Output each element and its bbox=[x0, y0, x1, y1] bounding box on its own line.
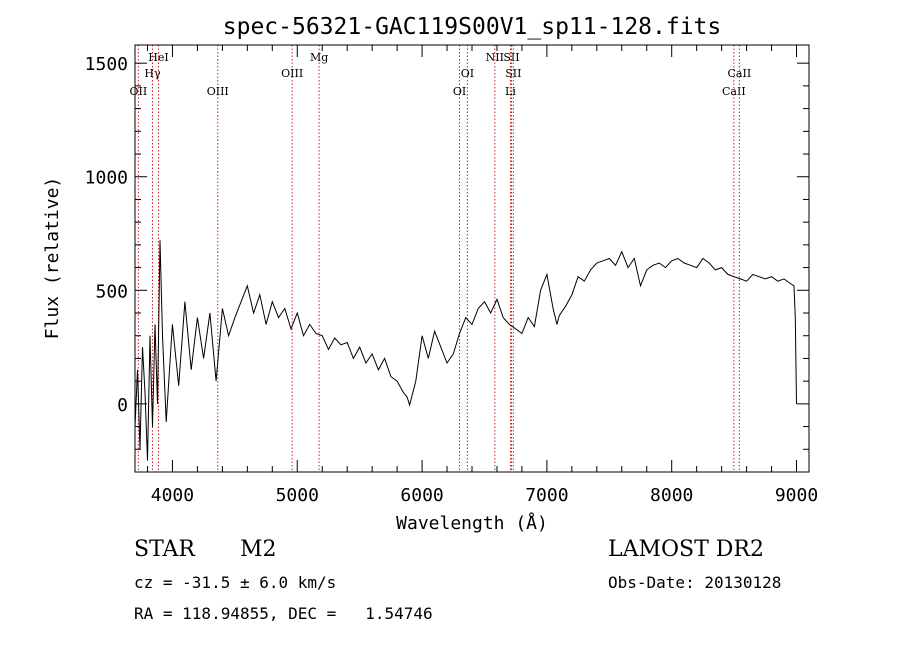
x-tick-label-2: 6000 bbox=[400, 485, 443, 506]
observation-date: Obs-Date: 20130128 bbox=[608, 573, 782, 592]
x-tick-label-0: 4000 bbox=[151, 485, 194, 506]
y-axis-label: Flux (relative) bbox=[42, 177, 63, 340]
spectral-line-markers: OII Hγ HeI OIII OIII Mg OI OI NII SII SII Li CaII CaI… bbox=[130, 45, 752, 472]
y-tick-label-3: 1500 bbox=[85, 54, 128, 75]
line-label-4: OIII bbox=[281, 67, 303, 80]
line-label-11: Li bbox=[505, 85, 516, 98]
redshift-value: cz = -31.5 ± 6.0 km/s bbox=[134, 573, 337, 592]
x-tick-label-4: 8000 bbox=[650, 485, 693, 506]
line-label-13: CaII bbox=[728, 67, 752, 80]
x-axis: 4000 5000 6000 7000 8000 9000 bbox=[146, 45, 818, 506]
x-tick-label-1: 5000 bbox=[276, 485, 319, 506]
series-line-0 bbox=[134, 240, 797, 461]
line-label-5: Mg bbox=[310, 51, 328, 64]
object-class: STAR bbox=[134, 537, 195, 562]
x-tick-label-3: 7000 bbox=[525, 485, 568, 506]
line-label-10: SII bbox=[505, 67, 521, 80]
line-label-8: NII bbox=[486, 51, 504, 64]
spectrum-series bbox=[134, 240, 797, 461]
line-label-12: CaII bbox=[722, 85, 746, 98]
object-subclass: M2 bbox=[240, 537, 277, 562]
chart-title: spec-56321-GAC119S00V1_sp11-128.fits bbox=[223, 14, 722, 40]
line-label-7: OI bbox=[461, 67, 474, 80]
sky-coordinates: RA = 118.94855, DEC = 1.54746 bbox=[134, 604, 433, 623]
y-tick-label-2: 1000 bbox=[85, 168, 128, 189]
y-axis: 0 500 1000 1500 bbox=[85, 54, 809, 450]
y-tick-label-0: 0 bbox=[117, 395, 128, 416]
x-tick-label-5: 9000 bbox=[775, 485, 818, 506]
line-label-3: OIII bbox=[207, 85, 229, 98]
line-label-9: SII bbox=[503, 51, 519, 64]
line-label-1: Hγ bbox=[144, 67, 161, 80]
plot-frame bbox=[134, 44, 810, 473]
line-label-6: OI bbox=[453, 85, 466, 98]
y-tick-label-1: 500 bbox=[95, 281, 128, 302]
x-axis-label: Wavelength (Å) bbox=[396, 512, 548, 534]
line-label-2: HeI bbox=[148, 51, 168, 64]
line-label-0: OII bbox=[130, 85, 148, 98]
survey-name: LAMOST DR2 bbox=[608, 537, 764, 562]
